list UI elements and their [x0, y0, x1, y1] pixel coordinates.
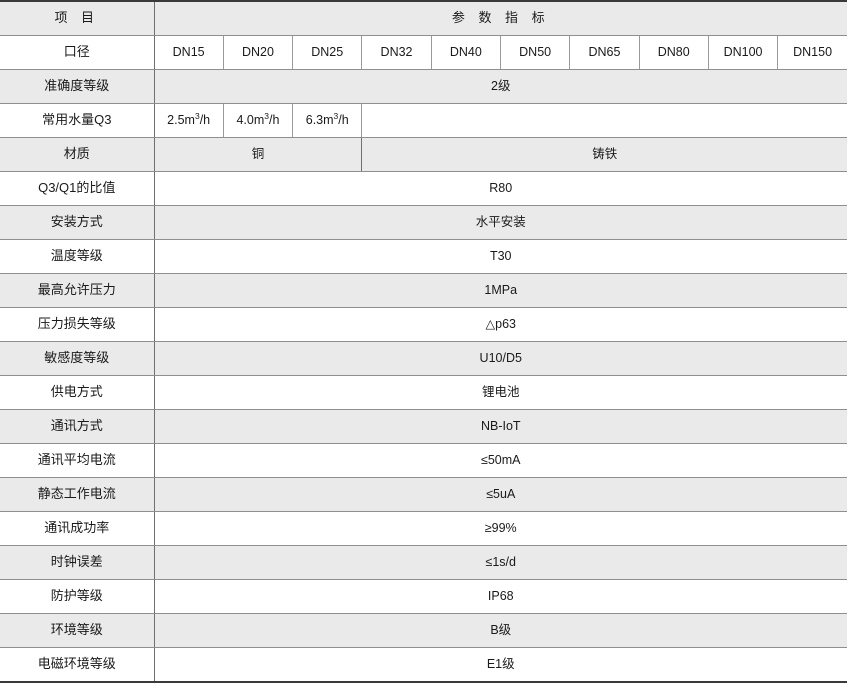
row-label-q3q1: Q3/Q1的比值: [0, 171, 155, 206]
header-item-text: 项 目: [54, 10, 100, 26]
row-value-communication: NB-IoT: [154, 409, 847, 444]
row-label-sensitivity: 敏感度等级: [0, 341, 155, 376]
caliber-label: 口径: [0, 35, 155, 70]
row-label-environment: 环境等级: [0, 613, 155, 648]
flow-mantissa-1: 2.5m: [167, 113, 195, 128]
table-row-caliber: 口径 DN15 DN20 DN25 DN32 DN40 DN50 DN65 DN…: [0, 35, 847, 70]
table-row: 通讯成功率 ≥99%: [0, 511, 847, 546]
row-label-max-pressure: 最高允许压力: [0, 273, 155, 308]
nominal-flow-value-dn25: 6.3m3/h: [292, 103, 363, 138]
material-value-castiron: 铸铁: [361, 137, 847, 172]
table-row: 敏感度等级 U10/D5: [0, 341, 847, 376]
row-label-installation: 安装方式: [0, 205, 155, 240]
row-value-power-supply: 锂电池: [154, 375, 847, 410]
caliber-value-dn65: DN65: [569, 35, 640, 70]
table-row: Q3/Q1的比值 R80: [0, 171, 847, 206]
table-row: 静态工作电流 ≤5uA: [0, 477, 847, 512]
header-item-label: 项 目: [0, 0, 155, 36]
flow-unit-3: /h: [338, 113, 349, 128]
caliber-value-dn80: DN80: [639, 35, 709, 70]
material-label: 材质: [0, 137, 155, 172]
row-label-protection: 防护等级: [0, 579, 155, 614]
row-label-clock-error: 时钟误差: [0, 545, 155, 580]
row-value-clock-error: ≤1s/d: [154, 545, 847, 580]
table-row: 温度等级 T30: [0, 239, 847, 274]
flow-mantissa-3: 6.3m: [305, 113, 334, 128]
table-row: 电磁环境等级 E1级: [0, 647, 847, 683]
row-label-power-supply: 供电方式: [0, 375, 155, 410]
row-label-communication: 通讯方式: [0, 409, 155, 444]
caliber-value-dn50: DN50: [500, 35, 571, 70]
row-label-standby-current: 静态工作电流: [0, 477, 155, 512]
header-parameter-label: 参 数 指 标: [154, 0, 847, 36]
caliber-value-dn40: DN40: [431, 35, 501, 70]
nominal-flow-value-dn15: 2.5m3/h: [154, 103, 224, 138]
caliber-value-dn100: DN100: [708, 35, 779, 70]
flow-mantissa-2: 4.0m: [236, 113, 265, 128]
row-value-sensitivity: U10/D5: [154, 341, 847, 376]
row-value-environment: B级: [154, 613, 847, 648]
accuracy-label: 准确度等级: [0, 69, 155, 104]
row-label-success-rate: 通讯成功率: [0, 511, 155, 546]
table-row-material: 材质 铜 铸铁: [0, 137, 847, 172]
row-value-temperature: T30: [154, 239, 847, 274]
caliber-value-dn150: DN150: [777, 35, 847, 70]
table-row: 压力损失等级 △p63: [0, 307, 847, 342]
row-value-pressure-loss: △p63: [154, 307, 847, 342]
caliber-value-dn25: DN25: [292, 35, 363, 70]
table-row: 最高允许压力 1MPa: [0, 273, 847, 308]
row-value-avg-current: ≤50mA: [154, 443, 847, 478]
table-row: 安装方式 水平安装: [0, 205, 847, 240]
flow-unit-2: /h: [268, 113, 280, 128]
caliber-value-dn15: DN15: [154, 35, 224, 70]
caliber-value-dn32: DN32: [361, 35, 432, 70]
row-label-emc: 电磁环境等级: [0, 647, 155, 683]
row-label-avg-current: 通讯平均电流: [0, 443, 155, 478]
accuracy-value: 2级: [154, 69, 847, 104]
flow-sup-1: 3: [194, 111, 200, 122]
table-row-accuracy: 准确度等级 2级: [0, 69, 847, 104]
row-value-installation: 水平安装: [154, 205, 847, 240]
flow-unit-1: /h: [199, 113, 211, 128]
table-row: 防护等级 IP68: [0, 579, 847, 614]
nominal-flow-label: 常用水量Q3: [0, 103, 155, 138]
row-value-protection: IP68: [154, 579, 847, 614]
row-label-pressure-loss: 压力损失等级: [0, 307, 155, 342]
table-row: 供电方式 锂电池: [0, 375, 847, 410]
header-parameter-text: 参 数 指 标: [451, 10, 550, 26]
material-value-copper: 铜: [154, 137, 363, 172]
caliber-value-dn20: DN20: [223, 35, 294, 70]
nominal-flow-empty: [361, 103, 847, 138]
table-row: 时钟误差 ≤1s/d: [0, 545, 847, 580]
flow-sup-2: 3: [264, 111, 269, 122]
table-row: 环境等级 B级: [0, 613, 847, 648]
row-value-standby-current: ≤5uA: [154, 477, 847, 512]
row-value-success-rate: ≥99%: [154, 511, 847, 546]
nominal-flow-value-dn20: 4.0m3/h: [223, 103, 294, 138]
row-label-temperature: 温度等级: [0, 239, 155, 274]
table-row-header: 项 目 参 数 指 标: [0, 0, 847, 36]
row-value-max-pressure: 1MPa: [154, 273, 847, 308]
table-row: 通讯平均电流 ≤50mA: [0, 443, 847, 478]
table-row: 通讯方式 NB-IoT: [0, 409, 847, 444]
table-row-nominal-flow: 常用水量Q3 2.5m3/h 4.0m3/h 6.3m3/h: [0, 103, 847, 138]
flow-sup-3: 3: [333, 111, 339, 122]
row-value-q3q1: R80: [154, 171, 847, 206]
row-value-emc: E1级: [154, 647, 847, 683]
